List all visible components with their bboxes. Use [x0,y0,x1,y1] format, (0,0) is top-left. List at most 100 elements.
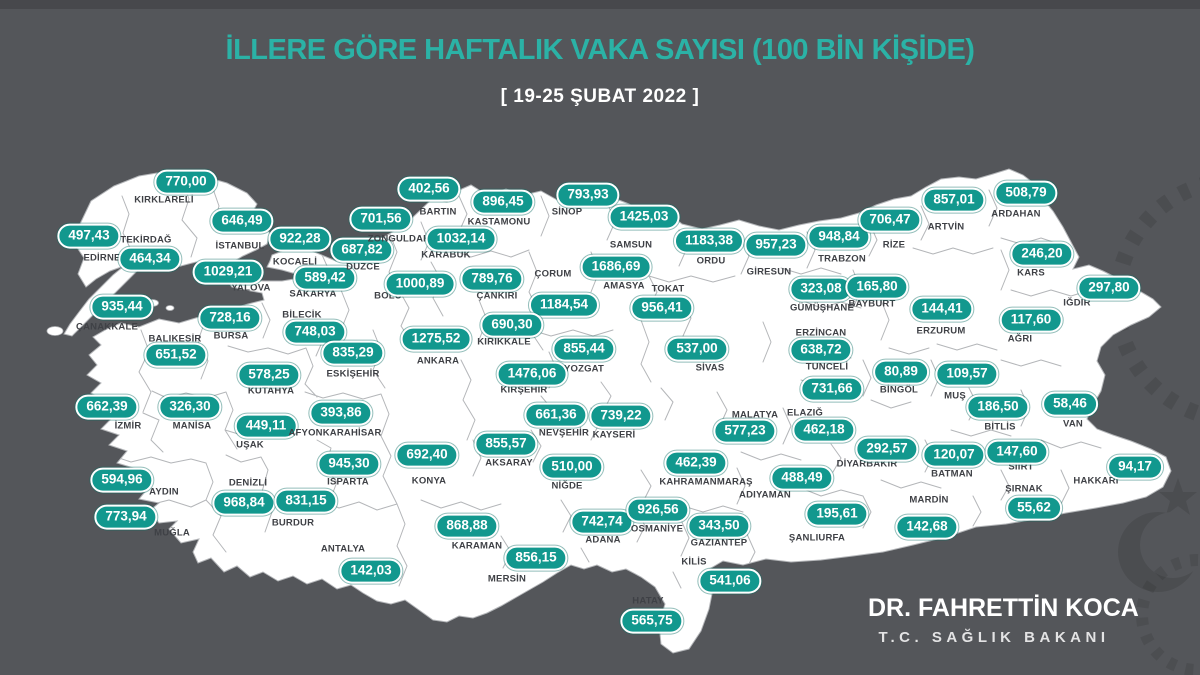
province-name-label: KARABÜK [421,249,471,261]
province-name-label: ERZURUM [916,325,966,337]
province-name-label: DÜZCE [346,261,380,273]
province-value-badge: 462,39 [664,450,728,476]
province-name-label: KIRŞEHİR [500,384,548,396]
province-name-label: ZONGULDAK [367,233,431,245]
minister-role: T.C. SAĞLIK BAKANI [878,629,1110,646]
province-value-badge: 323,08 [789,276,853,302]
province-name-label: ŞIRNAK [1005,483,1043,495]
province-value-badge: 1184,54 [528,292,600,318]
province-name-label: DENİZLİ [228,477,268,489]
province-value-badge: 541,06 [698,568,762,594]
province-name-label: ANKARA [416,355,460,367]
province-value-badge: 464,34 [118,246,182,272]
province-name-label: SAMSUN [609,239,653,251]
province-name-label: TEKİRDAĞ [120,234,172,246]
province-name-label: OSMANİYE [630,523,684,535]
province-value-badge: 662,39 [75,394,139,420]
province-value-badge: 94,17 [1107,454,1163,480]
province-name-label: ÇANKIRI [476,290,518,302]
province-value-badge: 165,80 [845,274,909,300]
province-name-label: DİYARBAKIR [836,458,898,470]
province-value-badge: 831,15 [274,488,338,514]
province-value-badge: 706,47 [858,207,922,233]
province-name-label: HATAY [632,595,664,607]
province-value-badge: 195,61 [805,501,869,527]
province-value-badge: 748,03 [283,319,347,345]
province-value-badge: 1425,03 [608,204,680,230]
province-name-label: HAKKARİ [1073,475,1119,487]
province-name-label: KARS [1017,267,1045,279]
province-name-label: AFYONKARAHİSAR [288,427,382,439]
province-value-badge: 462,18 [792,417,856,443]
province-value-badge: 835,29 [321,340,385,366]
province-value-badge: 935,44 [90,294,154,320]
province-name-label: MANİSA [172,420,212,432]
province-name-label: KIRKLARELİ [134,194,194,206]
province-name-label: BİTLİS [984,421,1016,433]
province-value-badge: 1183,38 [673,228,745,254]
province-name-label: GİRESUN [746,266,792,278]
province-value-badge: 497,43 [57,223,121,249]
province-name-label: BALIKESİR [148,333,202,345]
province-name-label: RİZE [882,239,906,251]
province-name-label: BAYBURT [848,298,896,310]
province-name-label: KASTAMONU [467,216,531,228]
province-value-badge: 692,40 [395,442,459,468]
province-name-label: ARTVİN [927,221,965,233]
province-name-label: ŞANLIURFA [788,532,846,544]
province-value-badge: 246,20 [1010,241,1074,267]
province-name-label: ORDU [696,255,726,267]
province-value-badge: 589,42 [293,265,357,291]
province-name-label: MERSİN [487,573,527,585]
province-name-label: YALOVA [231,282,271,294]
province-value-badge: 449,11 [234,413,298,439]
province-value-badge: 186,50 [966,394,1030,420]
province-name-label: İZMİR [114,420,142,432]
province-value-badge: 58,46 [1042,391,1098,417]
province-name-label: AĞRI [1007,333,1033,345]
province-name-label: KAHRAMANMARAŞ [659,476,753,488]
province-value-badge: 1476,06 [496,361,568,387]
province-name-label: BURSA [213,330,249,342]
province-value-badge: 855,57 [474,431,538,457]
province-value-badge: 594,96 [90,467,154,493]
province-name-label: KÜTAHYA [247,385,295,397]
province-value-badge: 855,44 [552,336,616,362]
province-name-label: MALATYA [731,409,779,421]
province-value-badge: 646,49 [210,208,274,234]
province-name-label: MARDİN [909,494,949,506]
province-name-label: ADIYAMAN [739,489,791,501]
province-name-label: ÇANAKKALE [76,321,138,333]
province-name-label: ARDAHAN [991,208,1041,220]
date-range: [ 19-25 ŞUBAT 2022 ] [500,86,700,107]
province-name-label: ELAZIĞ [786,407,824,419]
province-value-badge: 80,89 [873,359,929,385]
province-value-badge: 1275,52 [400,326,472,352]
province-name-label: BİLECİK [282,309,322,321]
province-value-badge: 731,66 [800,376,864,402]
province-value-badge: 297,80 [1077,275,1141,301]
province-name-label: KAYSERİ [592,429,636,441]
province-value-badge: 687,82 [330,237,394,263]
province-value-badge: 728,16 [198,305,262,331]
province-name-label: YOZGAT [563,363,605,375]
province-value-badge: 393,86 [309,400,373,426]
province-value-badge: 770,00 [154,169,218,195]
province-value-badge: 144,41 [910,296,974,322]
province-name-label: VAN [1063,418,1083,430]
province-name-label: BOLU [374,290,402,302]
province-name-label: NİĞDE [551,480,583,492]
province-name-label: GÜMÜŞHANE [789,302,855,314]
province-value-badge: 793,93 [556,182,620,208]
province-name-label: ANTALYA [320,543,366,555]
province-value-badge: 1686,69 [580,254,652,280]
province-value-badge: 948,84 [807,224,871,250]
province-name-label: ADANA [585,534,621,546]
province-value-badge: 968,84 [212,490,276,516]
province-value-badge: 701,56 [349,206,413,232]
province-name-label: AYDIN [149,486,179,498]
province-name-label: SİNOP [551,206,583,218]
province-name-label: ESKİŞEHİR [326,368,380,380]
province-value-badge: 957,23 [744,232,808,258]
